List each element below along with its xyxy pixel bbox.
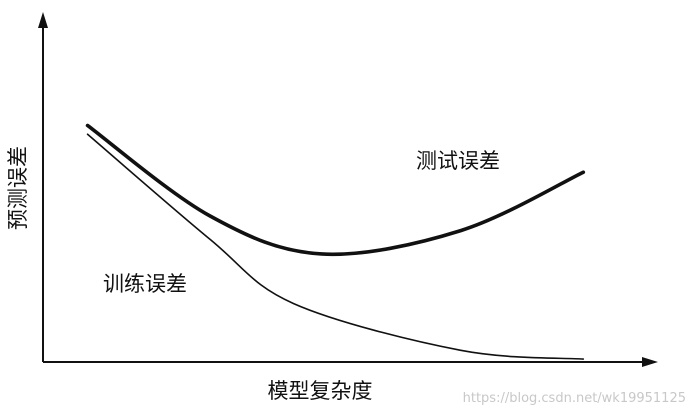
series-group <box>85 123 586 360</box>
training-error-line <box>86 133 585 360</box>
test-error-label: 测试误差 <box>416 149 500 173</box>
y-axis-title: 预测误差 <box>6 146 30 230</box>
watermark-text: https://blog.csdn.net/wk19951125 <box>463 391 686 406</box>
test-error-line <box>85 123 586 257</box>
x-axis-title: 模型复杂度 <box>268 379 373 403</box>
axes <box>38 12 658 367</box>
training-error-label: 训练误差 <box>103 272 187 296</box>
y-axis-arrow <box>38 12 48 28</box>
x-axis-arrow <box>642 357 658 367</box>
